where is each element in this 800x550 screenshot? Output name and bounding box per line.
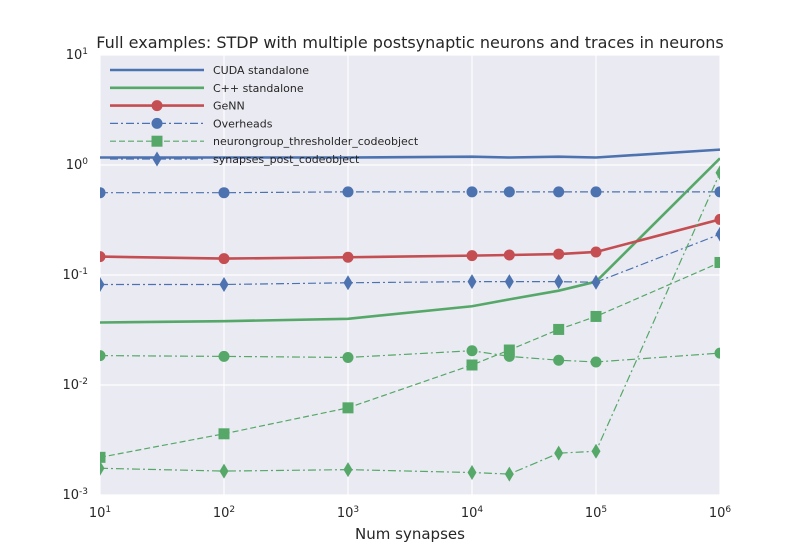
legend-item-3: Overheads xyxy=(110,117,273,130)
data-point xyxy=(100,276,105,292)
data-point xyxy=(100,460,105,476)
series-line-6 xyxy=(100,350,720,363)
data-point xyxy=(342,251,354,263)
data-point xyxy=(554,445,564,461)
data-point xyxy=(714,186,720,198)
series-line-0 xyxy=(100,148,720,159)
series-2 xyxy=(100,213,720,265)
series-6 xyxy=(100,345,720,368)
x-axis: 101 102 103 104 105 106 xyxy=(89,505,732,521)
data-point xyxy=(553,323,565,335)
data-point xyxy=(343,275,353,291)
data-point xyxy=(714,256,720,268)
y-tick-label: 100 xyxy=(66,157,89,173)
data-point xyxy=(590,246,602,258)
series-line-5 xyxy=(100,233,720,286)
data-point xyxy=(342,402,354,414)
series-4 xyxy=(100,256,720,463)
x-tick-label: 105 xyxy=(585,505,607,521)
data-point xyxy=(553,248,565,260)
y-tick-label: 101 xyxy=(66,47,88,63)
legend-label: GeNN xyxy=(213,100,245,113)
data-point xyxy=(591,274,601,290)
data-point xyxy=(504,274,514,290)
series-3 xyxy=(100,186,720,199)
data-point xyxy=(466,359,478,371)
data-point xyxy=(503,350,515,362)
data-point xyxy=(218,253,230,265)
x-tick-label: 102 xyxy=(213,505,235,521)
data-point xyxy=(714,213,720,225)
data-point xyxy=(590,356,602,368)
data-point xyxy=(466,186,478,198)
y-tick-label: 10-1 xyxy=(62,267,88,283)
data-point xyxy=(714,347,720,359)
legend-item-5: synapses_post_codeobject xyxy=(110,151,360,167)
data-point xyxy=(100,251,106,263)
data-point xyxy=(100,350,106,362)
x-tick-label: 104 xyxy=(461,505,484,521)
x-axis-label: Num synapses xyxy=(355,525,465,543)
data-point xyxy=(467,274,477,290)
grid xyxy=(99,54,721,496)
data-point xyxy=(219,276,229,292)
data-point xyxy=(342,186,354,198)
series-line-1 xyxy=(100,157,720,324)
series-7 xyxy=(100,165,720,482)
data-point xyxy=(503,186,515,198)
series-line-2 xyxy=(100,218,720,260)
data-point xyxy=(590,310,602,322)
data-point xyxy=(466,345,478,357)
legend-marker xyxy=(151,100,163,112)
series-5 xyxy=(100,226,720,292)
data-point xyxy=(715,226,720,242)
legend-item-1: C++ standalone xyxy=(110,82,304,95)
legend-marker xyxy=(152,151,162,167)
data-point xyxy=(100,187,106,199)
data-point xyxy=(219,463,229,479)
data-point xyxy=(343,462,353,478)
data-point xyxy=(553,354,565,366)
x-tick-label: 106 xyxy=(709,505,732,521)
legend-item-0: CUDA standalone xyxy=(110,64,309,77)
legend: CUDA standalone C++ standalone GeNN Overhea… xyxy=(110,64,419,167)
data-point xyxy=(467,465,477,481)
y-axis: 10-3 10-2 10-1 100 101 xyxy=(62,47,88,503)
chart-title: Full examples: STDP with multiple postsy… xyxy=(96,33,724,52)
data-point xyxy=(554,274,564,290)
data-point xyxy=(218,428,230,440)
series-line-4 xyxy=(100,261,720,458)
data-point xyxy=(715,165,720,181)
series-0 xyxy=(100,148,720,159)
data-point xyxy=(218,350,230,362)
data-point xyxy=(342,351,354,363)
data-point xyxy=(218,187,230,199)
data-point xyxy=(100,451,106,463)
legend-marker xyxy=(151,117,163,129)
legend-label: Overheads xyxy=(213,117,273,130)
x-tick-label: 103 xyxy=(337,505,359,521)
legend-label: CUDA standalone xyxy=(213,64,309,77)
legend-label: synapses_post_codeobject xyxy=(213,153,360,166)
legend-label: neurongroup_thresholder_codeobject xyxy=(213,135,419,148)
y-tick-label: 10-2 xyxy=(62,377,88,393)
data-point xyxy=(504,466,514,482)
legend-item-2: GeNN xyxy=(110,100,245,113)
legend-item-4: neurongroup_thresholder_codeobject xyxy=(110,135,419,148)
data-point xyxy=(466,250,478,262)
series-layer xyxy=(100,148,720,482)
data-point xyxy=(503,344,515,356)
series-line-7 xyxy=(100,172,720,475)
y-tick-label: 10-3 xyxy=(62,487,88,503)
data-point xyxy=(553,186,565,198)
data-point xyxy=(503,249,515,261)
data-point xyxy=(591,443,601,459)
series-1 xyxy=(100,157,720,324)
data-point xyxy=(590,186,602,198)
legend-marker xyxy=(151,135,163,147)
series-line-3 xyxy=(100,191,720,194)
legend-label: C++ standalone xyxy=(213,82,304,95)
x-tick-label: 101 xyxy=(89,505,111,521)
